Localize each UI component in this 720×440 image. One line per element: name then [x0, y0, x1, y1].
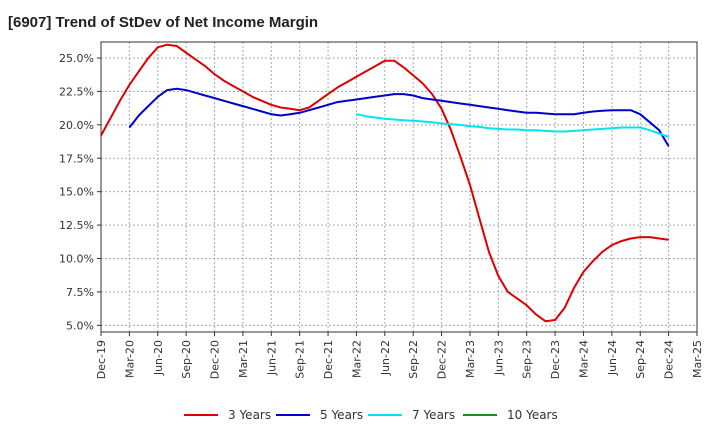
gridlines: [100, 42, 698, 332]
x-tick-label: Jun-21: [265, 340, 278, 376]
legend-swatch: [276, 414, 310, 416]
x-tick-label: Sep-22: [407, 340, 420, 379]
x-tick-label: Mar-23: [464, 340, 477, 378]
x-tick-label: Dec-24: [663, 340, 676, 379]
x-tick-label: Dec-20: [209, 340, 222, 379]
legend-label: 5 Years: [320, 408, 364, 422]
legend-item-10-years: 10 Years: [463, 408, 558, 422]
x-tick-label: Dec-21: [322, 340, 335, 379]
x-tick-label: Sep-23: [521, 340, 534, 379]
x-tick-label: Mar-25: [691, 340, 704, 378]
series-line-5-years: [128, 87, 670, 147]
legend-item-3-years: 3 Years: [184, 408, 271, 422]
x-tick-label: Mar-20: [123, 340, 136, 378]
legend-label: 7 Years: [412, 408, 456, 422]
y-tick-label: 17.5%: [59, 152, 94, 165]
y-tick-label: 10.0%: [59, 252, 94, 265]
x-tick-label: Jun-22: [379, 340, 392, 376]
legend-label: 3 Years: [228, 408, 272, 422]
x-tick-label: Mar-24: [577, 340, 590, 378]
y-tick-label: 7.5%: [66, 286, 94, 299]
series-line-3-years: [100, 43, 669, 323]
y-tick-label: 22.5%: [59, 85, 94, 98]
legend: 3 Years 5 Years 7 Years 10 Years: [0, 404, 720, 428]
x-tick-label: Jun-20: [152, 340, 165, 376]
plot-area: [100, 41, 698, 333]
x-tick-label: Mar-22: [350, 340, 363, 378]
y-tick-label: 12.5%: [59, 219, 94, 232]
series-lines: [100, 43, 670, 323]
x-tick-label: Mar-21: [237, 340, 250, 378]
legend-swatch: [463, 414, 497, 416]
legend-item-7-years: 7 Years: [368, 408, 455, 422]
series-line-7-years: [356, 113, 669, 138]
legend-item-5-years: 5 Years: [276, 408, 363, 422]
x-tick-label: Dec-23: [549, 340, 562, 379]
chart-title: [6907] Trend of StDev of Net Income Marg…: [8, 14, 319, 31]
axis-ticks: Dec-19 Mar-20 Jun-20 Sep-20 Dec-20 Mar-21 Jun-…: [59, 52, 704, 379]
y-tick-label: 25.0%: [59, 52, 94, 65]
x-tick-label: Dec-19: [95, 340, 108, 379]
legend-swatch: [184, 414, 218, 416]
legend-swatch: [368, 414, 402, 416]
legend-label: 10 Years: [507, 408, 558, 422]
y-tick-label: 20.0%: [59, 119, 94, 132]
x-tick-label: Sep-24: [634, 340, 647, 379]
x-tick-label: Dec-22: [436, 340, 449, 379]
x-tick-label: Jun-24: [606, 340, 619, 376]
x-tick-label: Jun-23: [492, 340, 505, 376]
x-tick-label: Sep-20: [180, 340, 193, 379]
y-tick-label: 5.0%: [66, 319, 94, 332]
x-tick-label: Sep-21: [294, 340, 307, 379]
y-tick-label: 15.0%: [59, 186, 94, 199]
